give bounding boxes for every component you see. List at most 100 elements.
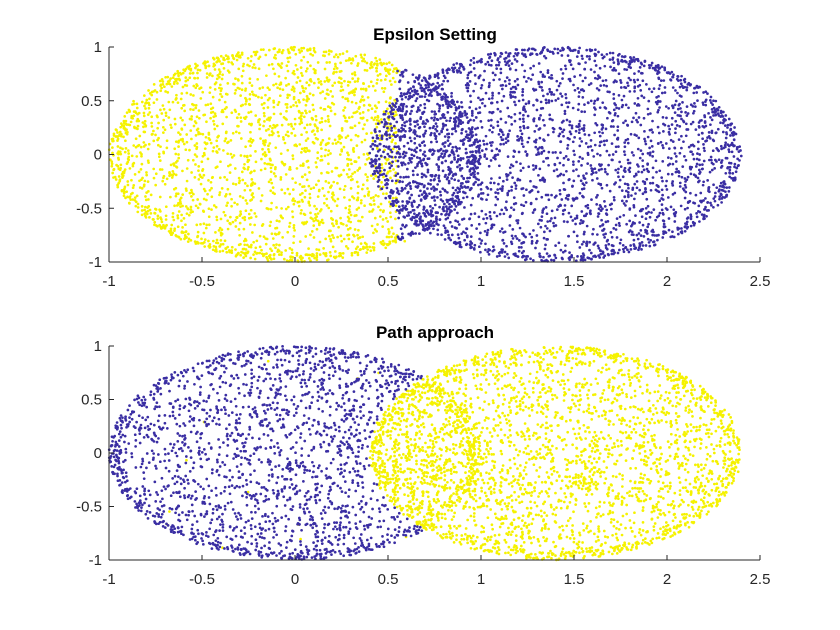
scatter-point	[674, 99, 678, 103]
scatter-point	[428, 192, 431, 196]
scatter-point	[335, 70, 338, 74]
scatter-point	[443, 145, 446, 148]
scatter-point	[530, 47, 534, 51]
scatter-point	[289, 255, 292, 259]
scatter-point	[578, 62, 581, 66]
scatter-point	[571, 67, 575, 71]
scatter-point	[338, 81, 341, 84]
scatter-point	[472, 154, 476, 158]
scatter-point	[636, 96, 640, 100]
scatter-point	[388, 200, 391, 204]
scatter-point	[543, 230, 546, 234]
scatter-point	[556, 156, 559, 160]
scatter-point	[435, 129, 439, 133]
scatter-point	[423, 150, 426, 154]
scatter-point	[263, 120, 266, 123]
scatter-point	[580, 110, 584, 113]
scatter-point	[590, 198, 593, 201]
scatter-point	[689, 224, 693, 228]
scatter-point	[605, 149, 609, 153]
scatter-point	[692, 91, 696, 95]
scatter-point	[188, 72, 192, 75]
scatter-point	[188, 148, 191, 152]
scatter-point	[490, 149, 494, 153]
scatter-point	[657, 77, 661, 81]
scatter-point	[270, 257, 273, 261]
scatter-point	[218, 226, 222, 230]
scatter-point	[656, 110, 660, 114]
scatter-point	[281, 135, 285, 139]
scatter-point	[418, 156, 422, 160]
scatter-point	[114, 178, 118, 181]
scatter-point	[414, 180, 417, 184]
scatter-point	[520, 139, 524, 142]
scatter-point	[259, 199, 263, 203]
scatter-point	[400, 126, 403, 130]
scatter-point	[437, 76, 440, 80]
scatter-point	[461, 127, 464, 131]
scatter-point	[134, 204, 138, 208]
scatter-point	[488, 110, 492, 114]
scatter-point	[604, 78, 608, 82]
scatter-point	[447, 165, 450, 169]
scatter-point	[171, 174, 175, 177]
scatter-point	[154, 208, 158, 211]
scatter-point	[128, 109, 131, 113]
scatter-point	[441, 71, 445, 74]
scatter-point	[243, 154, 246, 158]
scatter-point	[336, 55, 340, 59]
scatter-point	[474, 116, 478, 119]
scatter-point	[321, 187, 325, 190]
scatter-point	[499, 128, 502, 132]
scatter-point	[262, 111, 266, 115]
scatter-point	[396, 235, 400, 239]
scatter-point	[346, 151, 349, 155]
scatter-point	[199, 182, 203, 186]
scatter-point	[446, 200, 449, 204]
scatter-point	[547, 150, 551, 154]
scatter-point	[130, 178, 133, 182]
scatter-point	[339, 216, 342, 220]
scatter-point	[400, 94, 403, 98]
scatter-point	[144, 143, 147, 147]
scatter-point	[559, 248, 563, 252]
scatter-point	[356, 134, 360, 138]
scatter-point	[160, 112, 164, 115]
scatter-point	[154, 172, 158, 176]
scatter-point	[272, 67, 275, 71]
scatter-point	[338, 134, 342, 138]
scatter-point	[280, 62, 284, 65]
scatter-point	[457, 106, 461, 110]
scatter-point	[167, 100, 171, 104]
scatter-point	[181, 85, 185, 89]
scatter-point	[339, 221, 343, 225]
scatter-point	[640, 71, 643, 75]
scatter-point	[685, 114, 689, 117]
scatter-point	[398, 208, 402, 212]
scatter-point	[647, 222, 650, 226]
scatter-point	[340, 85, 343, 88]
scatter-point	[147, 161, 150, 165]
scatter-point	[291, 71, 295, 75]
scatter-point	[586, 101, 590, 104]
scatter-point	[446, 139, 450, 142]
scatter-point	[143, 205, 147, 209]
scatter-point	[585, 54, 589, 58]
scatter-point	[547, 76, 551, 79]
scatter-point	[710, 118, 714, 122]
scatter-point	[592, 102, 596, 105]
scatter-point	[274, 174, 277, 178]
scatter-point	[503, 57, 506, 61]
scatter-point	[144, 214, 147, 218]
scatter-point	[512, 208, 516, 212]
scatter-point	[586, 206, 590, 210]
scatter-point	[638, 188, 642, 192]
scatter-point	[332, 67, 336, 71]
scatter-point	[424, 86, 428, 90]
scatter-point	[454, 129, 458, 133]
scatter-point	[243, 215, 247, 219]
scatter-point	[290, 251, 294, 255]
scatter-point	[394, 171, 398, 175]
scatter-point	[159, 83, 163, 87]
scatter-point	[664, 184, 668, 188]
